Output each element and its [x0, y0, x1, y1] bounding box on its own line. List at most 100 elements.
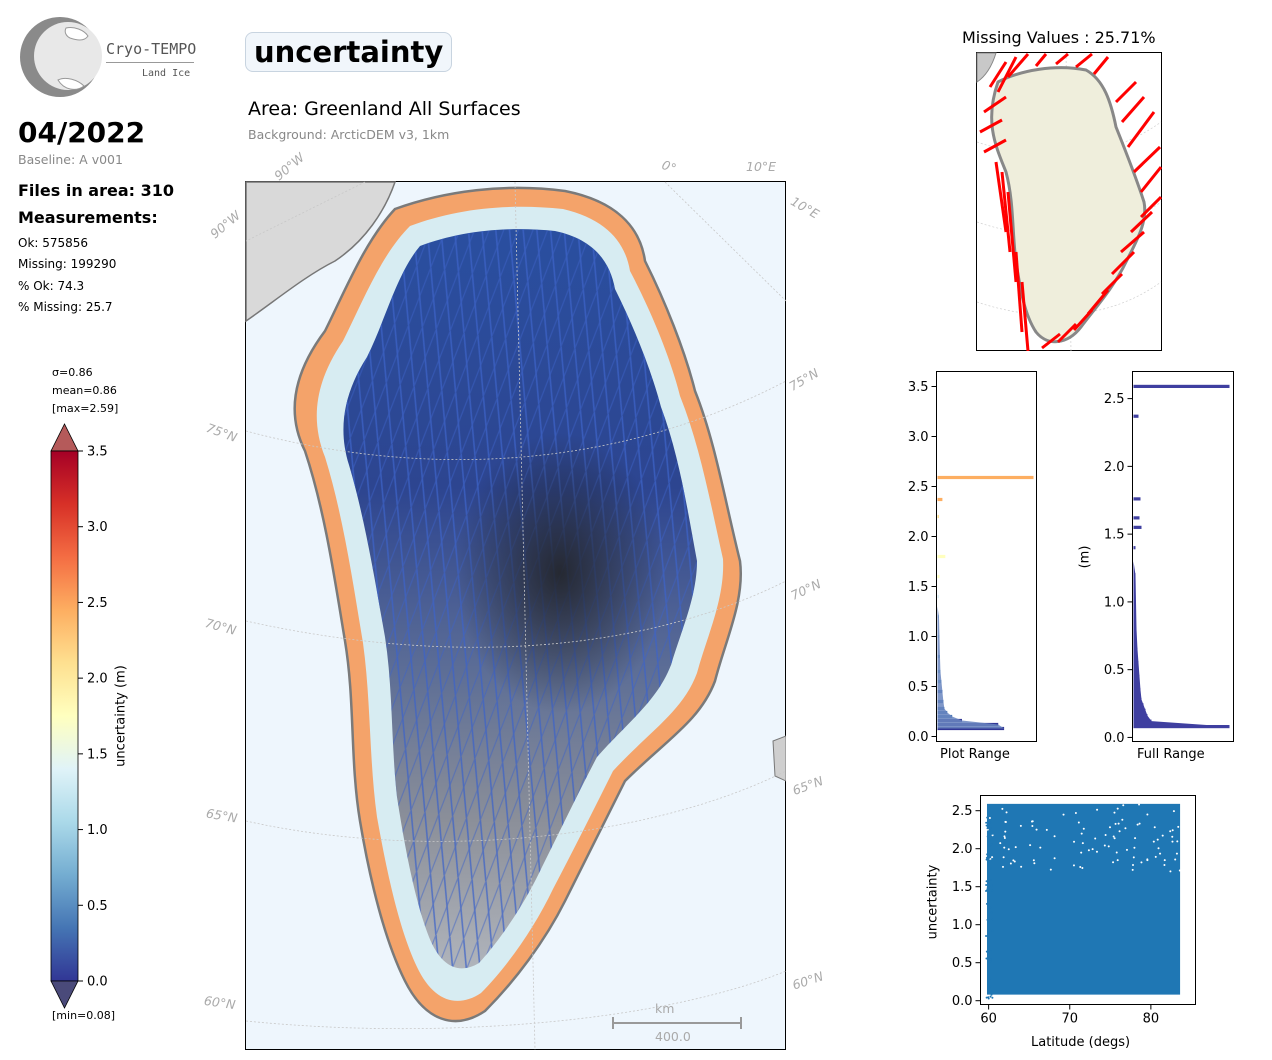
scatter-point — [990, 853, 993, 856]
scatter-gap — [1138, 803, 1141, 806]
histogram-area — [1133, 561, 1230, 727]
scatter-point — [991, 832, 994, 835]
scatter-point — [985, 824, 988, 827]
scatter-point — [987, 832, 990, 835]
scatter-point — [990, 843, 993, 846]
scatter-gap — [1154, 855, 1157, 858]
scatter-gap — [999, 842, 1002, 845]
scatter-gap — [1002, 856, 1005, 859]
scatter-gap — [1140, 861, 1143, 864]
scatter-ytick-label: 2.5 — [952, 804, 973, 819]
scatter-gap — [1146, 858, 1149, 861]
histogram-bar — [937, 574, 940, 579]
lat-label-60n-right: 60°N — [790, 968, 826, 993]
histogram-tick-label: 2.0 — [1104, 460, 1125, 475]
colorbar: 3.5 3.0 2.5 2.0 1.5 1.0 0.5 0.0 — [50, 423, 108, 1009]
greenland-map — [245, 181, 786, 1050]
scatter-point — [989, 960, 992, 963]
stat-percent-missing: % Missing: 25.7 — [18, 300, 113, 314]
scatter-gap — [1116, 807, 1119, 810]
scatter-gap — [1112, 835, 1115, 838]
scatter-point — [990, 884, 993, 887]
stat-ok: Ok: 575856 — [18, 236, 89, 250]
colorbar-tick-label: 0.0 — [87, 975, 108, 990]
scatter-gap — [1122, 804, 1125, 807]
scatter-gap — [1003, 846, 1006, 849]
scatter-gap — [1107, 845, 1110, 848]
scatter-point — [991, 889, 994, 892]
scatter-point — [986, 856, 989, 859]
scatter-gap — [1001, 807, 1004, 810]
scatter-gap — [1004, 821, 1007, 824]
scatter-gap — [1009, 862, 1012, 865]
scatter-gap — [1081, 866, 1084, 869]
plot-range-label: Plot Range — [940, 747, 1010, 762]
scatter-point — [989, 985, 992, 988]
scatter-gap — [1012, 859, 1015, 862]
scatter-gap — [1094, 837, 1097, 840]
measurements-title: Measurements: — [18, 208, 158, 227]
scatter-gap — [1049, 868, 1052, 871]
histogram-area — [937, 606, 1005, 729]
scatter-gap — [1080, 832, 1083, 835]
scatter-gap — [1138, 822, 1141, 825]
scatter-xlabel: Latitude (degs) — [1031, 1035, 1131, 1050]
scatter-point — [987, 986, 990, 989]
histogram-bar — [937, 497, 943, 502]
variable-title: uncertainty — [245, 32, 453, 72]
scatter-gap — [1095, 850, 1098, 853]
stat-missing: Missing: 199290 — [18, 257, 117, 271]
histogram-bar — [937, 514, 939, 519]
scatter-gap — [1163, 863, 1166, 866]
lat-label-65n-right: 65°N — [790, 773, 826, 798]
scatter-point — [986, 827, 989, 830]
scatter-point — [985, 902, 988, 905]
histogram-bar — [937, 554, 946, 559]
histogram-bar — [1133, 525, 1142, 529]
scatter-gap — [1001, 865, 1004, 868]
scatter-gap — [1163, 859, 1166, 862]
scatter-gap — [1125, 848, 1128, 851]
histogram-tick-label: 0.5 — [1104, 663, 1125, 678]
scatter-point — [986, 853, 989, 856]
area-title: Area: Greenland All Surfaces — [248, 98, 521, 120]
colorbar-label: uncertainty (m) — [113, 665, 129, 767]
scatter-gap — [988, 816, 991, 819]
histogram-tick-label: 2.5 — [908, 480, 929, 495]
scatter-gap — [1103, 844, 1106, 847]
scatter-point — [985, 957, 988, 960]
scatter-point — [985, 996, 988, 999]
scatter-point — [989, 958, 992, 961]
scatter-gap — [1146, 813, 1149, 816]
scatter-gap — [1169, 870, 1172, 873]
lat-label-70n-left: 70°N — [203, 615, 238, 638]
colorbar-extend-min — [50, 980, 79, 1009]
scatter-gap — [1117, 822, 1120, 825]
scatter-gap — [1030, 820, 1033, 823]
date-title: 04/2022 — [18, 116, 146, 149]
missing-values-title: Missing Values : 25.71% — [962, 28, 1156, 47]
lon-label-90w-left: 90°W — [207, 207, 244, 242]
histogram-bar — [937, 475, 1034, 480]
histogram-bar — [1133, 546, 1136, 550]
scatter-gap — [1108, 826, 1111, 829]
colorbar-tick-label: 3.5 — [87, 445, 108, 460]
scatter-point — [986, 835, 989, 838]
full-range-ylabel: (m) — [1077, 545, 1093, 569]
scatter-ytick-label: 1.5 — [952, 880, 973, 895]
full-range-label: Full Range — [1137, 747, 1205, 762]
scatter-gap — [1152, 840, 1155, 843]
scatter-gap — [1053, 857, 1056, 860]
scatter-point — [991, 929, 994, 932]
histogram-tick-label: 3.5 — [908, 380, 929, 395]
scatter-gap — [1121, 818, 1124, 821]
histogram-tick-label: 1.5 — [1104, 528, 1125, 543]
colorbar-mean: mean=0.86 — [52, 384, 117, 397]
colorbar-tick-label: 1.0 — [87, 823, 108, 838]
colorbar-tick-label: 2.5 — [87, 596, 108, 611]
scatter-gap — [1087, 849, 1090, 852]
plot-range-histogram: 0.0 0.5 1.0 1.5 2.0 2.5 3.0 3.5 — [908, 371, 1037, 745]
scatter-gap — [1159, 852, 1162, 855]
scatter-gap — [1096, 808, 1099, 811]
lat-label-75n-left: 75°N — [204, 420, 240, 445]
